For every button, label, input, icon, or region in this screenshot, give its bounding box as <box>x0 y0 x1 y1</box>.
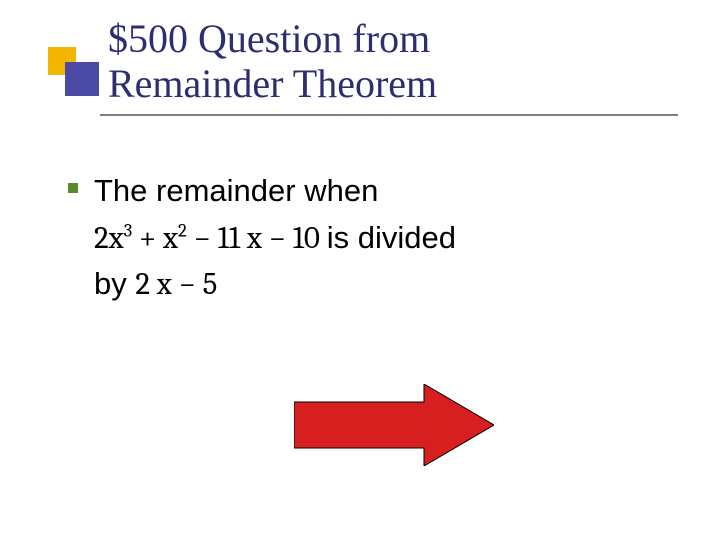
next-arrow[interactable] <box>294 384 494 466</box>
bullet-icon <box>68 183 78 193</box>
title-line-2: Remainder Theorem <box>108 60 437 107</box>
polynomial: 2x3 + x2 − 11 x − 10 <box>94 220 327 256</box>
body-lead: The remainder when <box>94 173 378 208</box>
body-by: by <box>94 266 135 301</box>
question-body: The remainder when 2x3 + x2 − 11 x − 10 … <box>94 168 654 308</box>
accent-square-purple <box>65 62 99 96</box>
body-mid: is divided <box>327 220 456 255</box>
divisor: 2 x − 5 <box>135 266 217 302</box>
arrow-right-icon <box>294 384 494 466</box>
title-line-1: $500 Question from <box>108 15 430 62</box>
slide: $500 Question from Remainder Theorem The… <box>0 0 720 540</box>
title-underline <box>100 114 678 116</box>
